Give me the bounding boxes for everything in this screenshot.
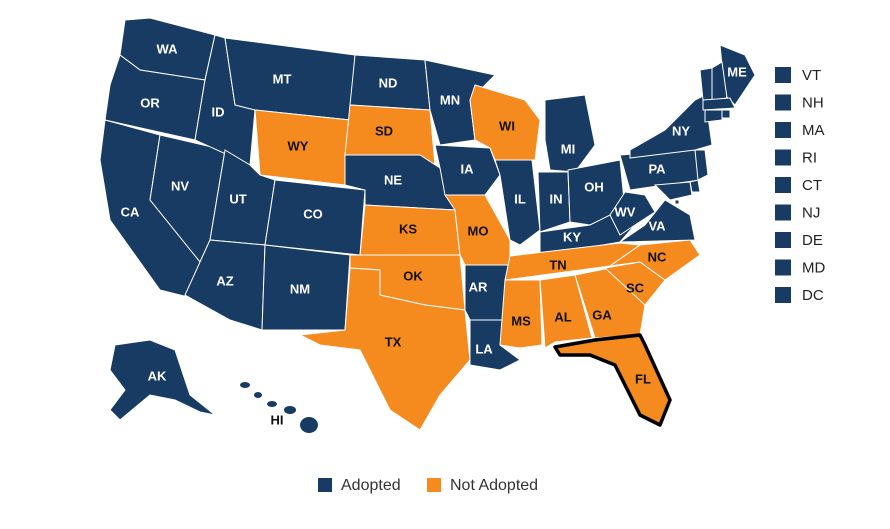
state-label: OH <box>584 179 604 194</box>
state-shape <box>544 94 596 173</box>
state-label: IA <box>461 161 475 176</box>
state-label: AZ <box>216 273 233 288</box>
state-shape <box>554 334 671 426</box>
state-label: VA <box>648 218 666 233</box>
state-outline <box>553 333 672 427</box>
state-list-label: NJ <box>802 204 820 221</box>
state-label: NM <box>290 281 310 296</box>
state-label: AK <box>148 368 167 383</box>
state-label: TN <box>549 257 566 272</box>
state-label: MN <box>440 92 460 107</box>
state-label: SC <box>626 280 645 295</box>
state-shape <box>574 267 646 339</box>
state-list-label: MD <box>802 259 825 276</box>
state-list-label: RI <box>802 149 817 166</box>
state-label: WA <box>157 41 179 56</box>
state-label: ME <box>727 64 747 79</box>
state-shape <box>254 392 262 398</box>
state-list-label: VT <box>802 67 821 84</box>
state-shape <box>298 267 471 431</box>
state-shapes <box>99 17 756 433</box>
state-label: NE <box>384 172 402 187</box>
state-label: HI <box>271 412 284 427</box>
state-label: WY <box>288 138 309 153</box>
state-label: CA <box>121 204 140 219</box>
legend: Adopted Not Adopted <box>318 477 538 494</box>
state-shape <box>539 274 593 349</box>
state-shape <box>674 199 680 205</box>
state-label: MI <box>561 141 575 156</box>
state-swatch <box>775 94 791 111</box>
state-label: PA <box>648 161 666 176</box>
state-list-label: DC <box>802 287 824 304</box>
state-label: SD <box>375 123 393 138</box>
state-label: ND <box>379 75 398 90</box>
state-label: FL <box>635 371 651 386</box>
state-shape <box>499 279 543 349</box>
state-shape <box>267 401 277 407</box>
state-swatch <box>775 232 791 248</box>
state-shape <box>609 191 656 236</box>
state-label: KY <box>563 229 581 244</box>
state-label: OK <box>403 268 423 283</box>
state-swatch <box>775 287 791 303</box>
state-label: NC <box>648 249 667 264</box>
state-shape <box>494 159 541 246</box>
state-label: IN <box>550 191 563 206</box>
state-shape <box>721 109 731 119</box>
state-shape <box>109 339 216 421</box>
state-shape <box>694 149 709 181</box>
state-shape <box>704 109 723 123</box>
state-label: CO <box>303 206 323 221</box>
state-swatch <box>775 259 791 276</box>
state-label: KS <box>399 221 417 236</box>
state-swatch <box>775 149 791 166</box>
state-label: UT <box>229 191 246 206</box>
small-state-list: VT NH MA RI CT NJ DE MD DC <box>775 67 825 304</box>
state-label: MS <box>511 313 531 328</box>
legend-label: Adopted <box>341 477 401 494</box>
state-list-label: DE <box>802 232 823 249</box>
state-label: IL <box>514 191 526 206</box>
state-label: MT <box>273 71 292 86</box>
state-label: AL <box>554 309 571 324</box>
legend-label: Not Adopted <box>450 477 538 494</box>
state-shape <box>240 382 250 388</box>
state-shape <box>609 239 701 281</box>
state-shape <box>653 181 693 201</box>
state-swatch <box>775 67 791 83</box>
state-label: OR <box>140 95 160 110</box>
state-labels: WA OR CA NV ID MT WY UT CO AZ NM ND SD NE KS OK TX MN IA MO… <box>121 41 747 427</box>
state-label: MO <box>468 223 489 238</box>
state-label: AR <box>469 279 488 294</box>
state-label: GA <box>592 307 612 322</box>
state-label: NY <box>672 123 690 138</box>
legend-swatch <box>318 478 332 492</box>
state-list-label: MA <box>802 122 825 139</box>
state-label: LA <box>475 341 493 356</box>
state-label: WV <box>615 204 636 219</box>
state-shape <box>702 97 736 111</box>
state-label: NV <box>171 178 189 193</box>
state-list-label: CT <box>802 177 822 194</box>
state-list-label: NH <box>802 94 824 111</box>
state-swatch <box>775 204 791 221</box>
state-shape <box>300 417 318 433</box>
state-shape <box>618 199 696 243</box>
state-swatch <box>775 177 791 193</box>
state-swatch <box>775 122 791 138</box>
state-label: WI <box>499 118 515 133</box>
state-shape <box>284 406 296 414</box>
state-label: TX <box>385 334 402 349</box>
legend-swatch <box>427 478 441 492</box>
state-shape <box>699 67 713 101</box>
state-label: ID <box>212 104 225 119</box>
